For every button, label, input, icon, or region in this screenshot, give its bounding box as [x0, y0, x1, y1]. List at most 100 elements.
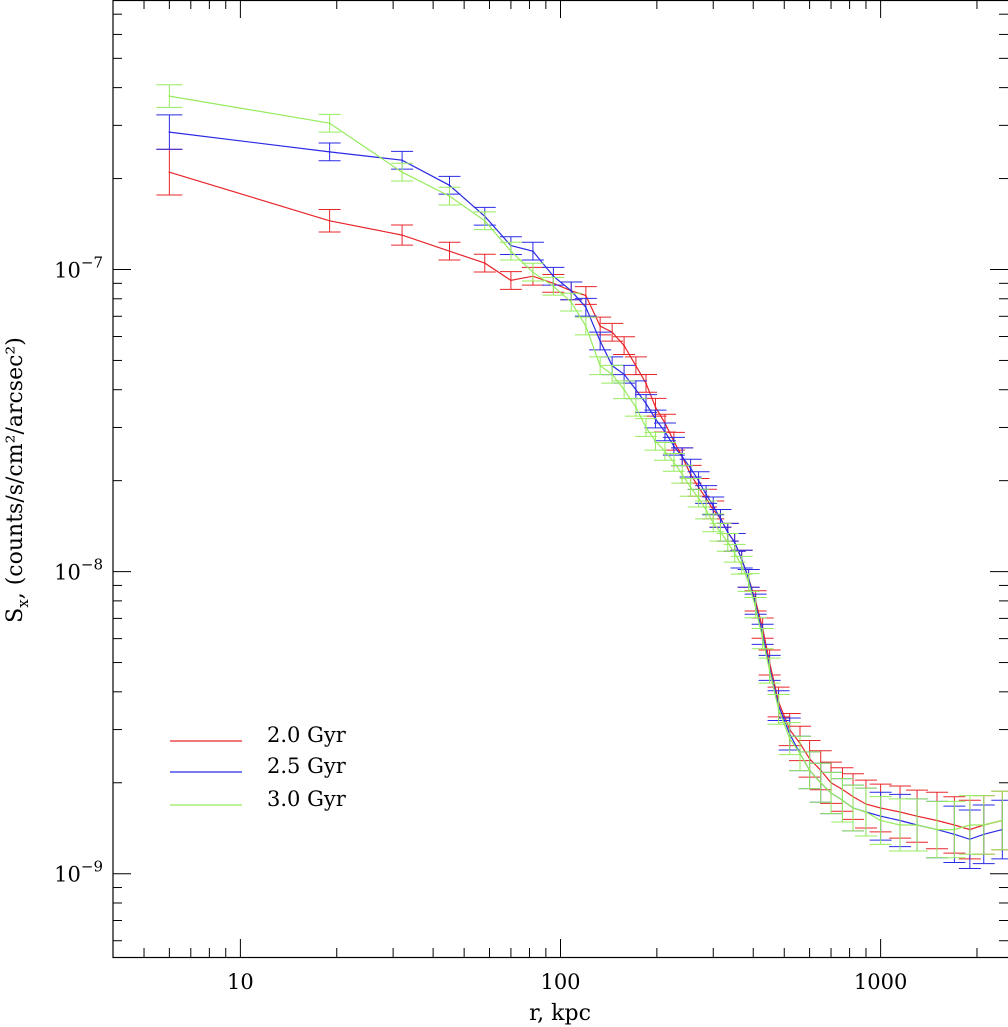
data-point	[510, 279, 512, 282]
data-point	[168, 131, 171, 133]
data-point	[719, 517, 722, 520]
data-point	[705, 509, 707, 511]
data-point	[740, 564, 743, 567]
x-tick-label: 10	[227, 970, 254, 994]
data-point	[705, 493, 707, 496]
data-point	[448, 250, 451, 252]
data-point	[654, 406, 657, 409]
data-point	[401, 234, 403, 236]
data-point	[664, 450, 666, 453]
data-point	[483, 262, 486, 264]
data-point	[733, 552, 736, 555]
data-point	[645, 382, 647, 385]
data-point	[799, 752, 801, 755]
data-point	[599, 364, 601, 367]
data-point	[681, 455, 684, 458]
data-point	[865, 811, 867, 813]
data-point	[754, 606, 757, 609]
data-point	[532, 250, 534, 252]
data-point	[712, 505, 715, 507]
data-point	[654, 440, 657, 443]
data-point	[726, 531, 729, 534]
data-point	[552, 275, 555, 278]
legend-label: 2.0 Gyr	[267, 723, 347, 747]
data-point	[585, 325, 587, 327]
data-point	[328, 122, 331, 124]
y-tick-label: 10−9	[54, 858, 103, 887]
series-2.0-gyr	[156, 148, 1008, 860]
data-point	[852, 807, 854, 809]
data-point	[982, 824, 985, 826]
data-point	[645, 402, 647, 405]
data-point	[689, 467, 692, 469]
data-point	[808, 769, 811, 772]
legend-label: 3.0 Gyr	[267, 787, 347, 811]
data-point	[570, 301, 572, 303]
data-point	[328, 219, 331, 222]
y-tick-label: 10−7	[54, 254, 103, 283]
data-point	[532, 271, 534, 273]
series-line	[169, 95, 1003, 831]
data-point	[953, 828, 956, 831]
x-tick-label: 1000	[854, 970, 907, 994]
y-tick-label: 10−8	[54, 556, 103, 585]
data-point	[623, 388, 625, 391]
data-point	[689, 486, 692, 489]
data-point	[841, 799, 844, 802]
data-point	[635, 364, 637, 367]
data-point	[401, 171, 403, 173]
data-point	[673, 445, 675, 448]
data-point	[328, 151, 331, 153]
data-point	[448, 184, 451, 187]
data-point	[719, 531, 722, 534]
data-point	[879, 819, 882, 822]
data-point	[570, 290, 572, 292]
data-point	[585, 306, 587, 309]
data-point	[599, 325, 601, 327]
data-point	[830, 792, 832, 794]
data-point	[1001, 819, 1004, 822]
data-point	[448, 195, 451, 197]
data-point	[673, 461, 675, 464]
data-point	[681, 473, 684, 476]
data-point	[697, 497, 700, 499]
data-point	[697, 479, 700, 482]
plot-frame	[112, 0, 1008, 959]
data-point	[768, 669, 771, 672]
data-point	[635, 388, 637, 391]
data-point	[611, 331, 613, 334]
series-line	[169, 131, 1003, 840]
data-point	[168, 95, 171, 97]
y-axis-title: Sx, (counts/s/cm²/arcsec²)	[3, 337, 32, 623]
series-layer	[156, 84, 1008, 870]
data-point	[611, 373, 613, 376]
data-point	[969, 824, 971, 826]
axes: 10 100 1000 10−7 10−8 10−9	[54, 0, 1008, 994]
data-point	[819, 781, 822, 784]
series-group	[156, 84, 1008, 870]
data-point	[168, 171, 171, 173]
data-point	[623, 373, 625, 376]
data-point	[733, 541, 736, 544]
data-point	[916, 824, 918, 826]
data-point	[747, 581, 750, 584]
data-point	[788, 737, 791, 740]
data-point	[623, 344, 625, 347]
data-point	[645, 426, 647, 429]
legend: 2.0 Gyr 2.5 Gyr 3.0 Gyr	[170, 723, 347, 811]
legend-label: 2.5 Gyr	[267, 754, 347, 778]
data-point	[552, 285, 555, 288]
data-point	[761, 637, 764, 640]
data-point	[936, 828, 938, 831]
data-point	[599, 340, 601, 342]
x-axis-title: r, kpc	[529, 1001, 591, 1026]
data-point	[483, 219, 486, 222]
data-point	[726, 541, 729, 544]
data-point	[510, 250, 512, 252]
series-3.0-gyr	[156, 84, 1008, 859]
data-point	[585, 294, 587, 297]
data-point	[899, 824, 901, 826]
data-point	[777, 708, 780, 711]
x-tick-label: 100	[540, 970, 580, 994]
